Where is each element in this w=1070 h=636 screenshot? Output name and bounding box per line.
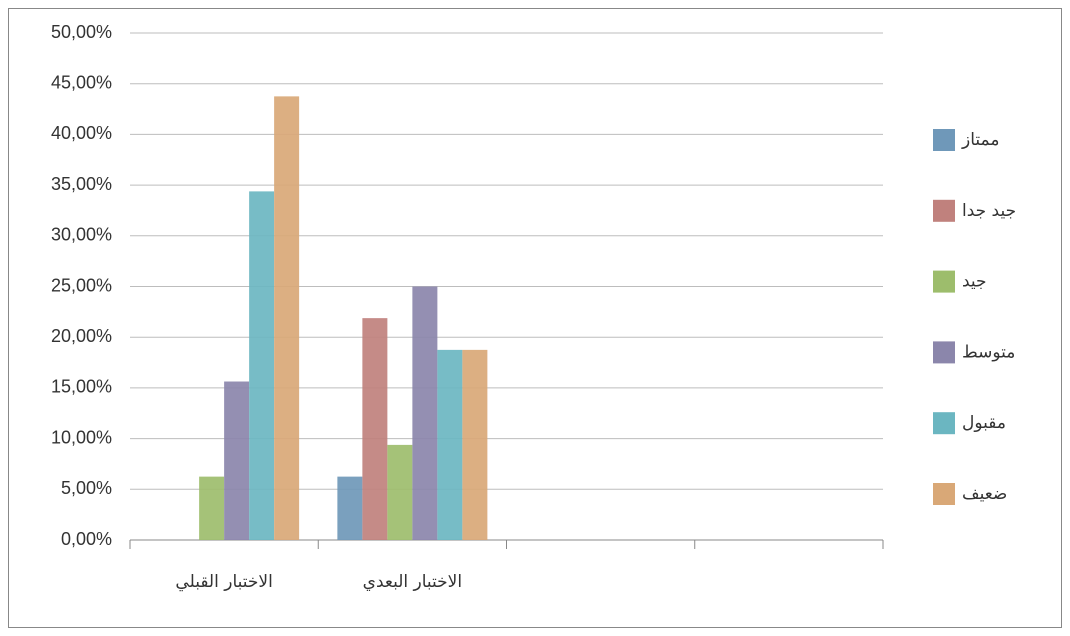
bar bbox=[337, 476, 363, 540]
y-tick-label: 45,00% bbox=[51, 72, 112, 92]
legend-swatch bbox=[933, 199, 955, 222]
x-tick-label: الاختبار القبلي bbox=[175, 572, 272, 592]
bar bbox=[224, 381, 250, 540]
legend-label: متوسط bbox=[962, 342, 1015, 362]
y-tick-label: 20,00% bbox=[51, 326, 112, 346]
legend-swatch bbox=[933, 483, 955, 505]
y-tick-label: 15,00% bbox=[51, 377, 112, 397]
bar bbox=[462, 349, 488, 540]
legend-label: ضعيف bbox=[962, 484, 1007, 504]
x-tick-label: الاختبار البعدي bbox=[363, 572, 462, 592]
legend-swatch bbox=[933, 129, 955, 151]
legend-label: مقبول bbox=[962, 413, 1006, 433]
legend-swatch bbox=[933, 341, 955, 364]
y-tick-label: 50,00% bbox=[51, 22, 112, 42]
legend-label: جيد جدا bbox=[962, 201, 1016, 221]
y-tick-label: 30,00% bbox=[51, 225, 112, 245]
y-tick-label: 40,00% bbox=[51, 123, 112, 143]
legend-label: ممتاز bbox=[961, 130, 999, 150]
legend-swatch bbox=[933, 412, 955, 435]
bar bbox=[437, 349, 463, 540]
chart-frame bbox=[8, 8, 1062, 628]
bar bbox=[387, 444, 413, 540]
bar bbox=[274, 96, 300, 540]
legend-label: جيد bbox=[962, 272, 987, 292]
bar bbox=[249, 191, 275, 541]
y-tick-label: 5,00% bbox=[61, 478, 112, 498]
bar bbox=[412, 286, 438, 540]
legend-swatch bbox=[933, 270, 955, 293]
y-tick-label: 0,00% bbox=[61, 529, 112, 549]
y-tick-label: 10,00% bbox=[51, 427, 112, 447]
y-tick-label: 35,00% bbox=[51, 174, 112, 194]
bar bbox=[362, 318, 388, 540]
bar bbox=[199, 476, 225, 540]
y-tick-label: 25,00% bbox=[51, 275, 112, 295]
